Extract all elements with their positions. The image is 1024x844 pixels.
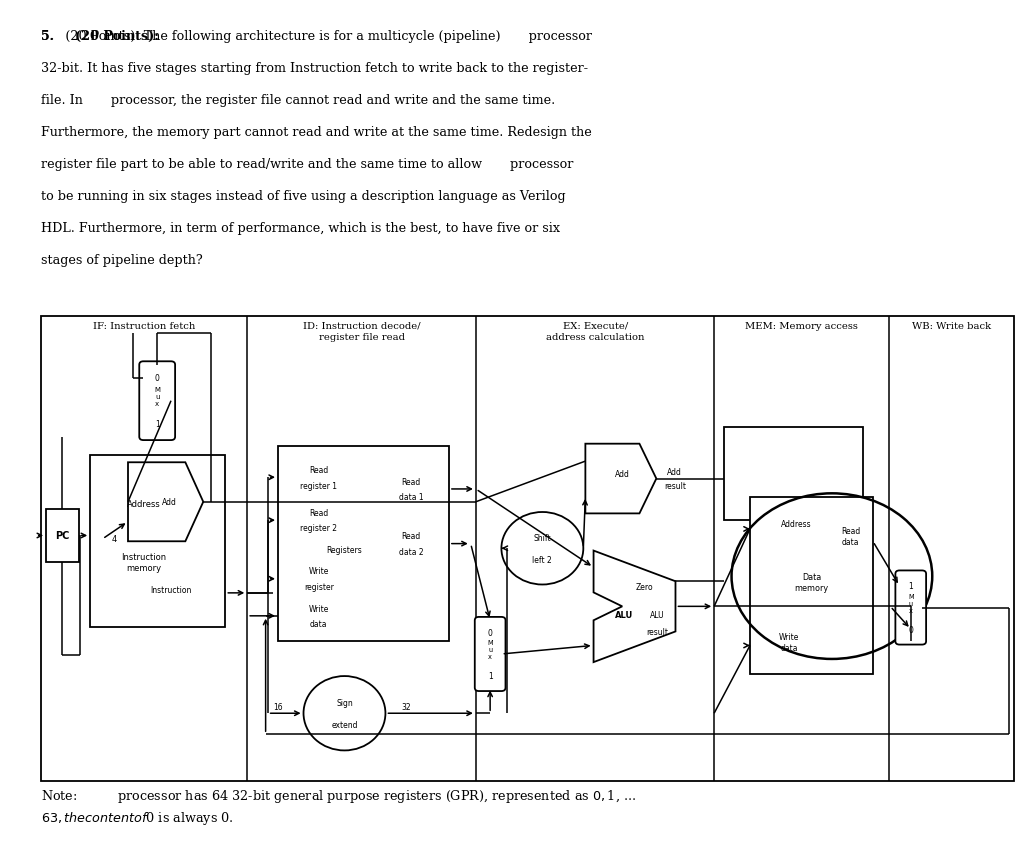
Text: 0: 0 <box>908 625 913 634</box>
Text: 5.: 5. <box>41 30 68 42</box>
Text: stages of pipeline depth?: stages of pipeline depth? <box>41 254 203 267</box>
Bar <box>41 316 1014 781</box>
Text: $63, the content of $0 is always 0.: $63, the content of $0 is always 0. <box>41 809 233 825</box>
Text: 32-bit. It has five stages starting from Instruction fetch to write back to the : 32-bit. It has five stages starting from… <box>41 62 588 74</box>
Text: Shift: Shift <box>534 533 551 542</box>
Text: data: data <box>310 619 328 629</box>
Text: ID: Instruction decode/
register file read: ID: Instruction decode/ register file re… <box>303 322 421 342</box>
Text: HDL. Furthermore, in term of performance, which is the best, to have five or six: HDL. Furthermore, in term of performance… <box>41 222 560 235</box>
Text: 4: 4 <box>112 535 118 544</box>
Bar <box>90 456 225 628</box>
Text: Read: Read <box>309 508 329 517</box>
Text: data 1: data 1 <box>399 493 424 501</box>
Text: Add: Add <box>162 498 176 506</box>
Text: Write: Write <box>308 603 329 613</box>
Bar <box>46 509 79 562</box>
Text: Instruction
memory: Instruction memory <box>122 553 167 572</box>
Text: Note:          processor has 64 32-bit general purpose registers (GPR), represen: Note: processor has 64 32-bit general pu… <box>41 787 636 803</box>
Text: 32: 32 <box>401 702 411 711</box>
Text: 1: 1 <box>908 582 913 591</box>
Text: result: result <box>664 481 686 490</box>
Text: M
u
x: M u x <box>487 640 493 659</box>
FancyBboxPatch shape <box>475 617 506 691</box>
Text: Read: Read <box>309 465 329 474</box>
Bar <box>750 497 872 674</box>
Text: to be running in six stages instead of five using a description language as Veri: to be running in six stages instead of f… <box>41 190 565 203</box>
Text: Write
data: Write data <box>779 632 800 652</box>
Text: left 2: left 2 <box>532 555 552 564</box>
Text: 1: 1 <box>155 419 160 429</box>
Text: Address: Address <box>127 500 161 508</box>
Ellipse shape <box>502 512 584 585</box>
Polygon shape <box>594 551 676 663</box>
Text: 0: 0 <box>155 374 160 382</box>
FancyBboxPatch shape <box>139 362 175 441</box>
Text: register: register <box>304 582 334 592</box>
Text: Data
memory: Data memory <box>795 572 828 592</box>
Bar <box>724 428 862 521</box>
Text: 0: 0 <box>487 628 493 637</box>
Text: Read: Read <box>401 477 421 486</box>
FancyBboxPatch shape <box>895 571 926 645</box>
Text: extend: extend <box>331 720 357 729</box>
Text: (20 Points):: (20 Points): <box>75 30 159 42</box>
Text: Add: Add <box>668 468 682 477</box>
Text: Registers: Registers <box>327 545 362 555</box>
Text: M
u
x: M u x <box>155 387 160 406</box>
Text: data 2: data 2 <box>399 547 424 556</box>
Text: file. In       processor, the register file cannot read and write and the same t: file. In processor, the register file ca… <box>41 94 555 106</box>
Text: 1: 1 <box>487 671 493 680</box>
Text: WB: Write back: WB: Write back <box>912 322 991 331</box>
Text: EX: Execute/
address calculation: EX: Execute/ address calculation <box>546 322 645 342</box>
Text: Instruction: Instruction <box>151 585 191 594</box>
Text: Sign: Sign <box>336 698 353 706</box>
Text: Add: Add <box>614 469 630 479</box>
Text: Read: Read <box>401 532 421 541</box>
Text: result: result <box>646 627 668 636</box>
Bar <box>278 446 449 641</box>
Text: Furthermore, the memory part cannot read and write at the same time. Redesign th: Furthermore, the memory part cannot read… <box>41 126 592 138</box>
Polygon shape <box>128 463 203 542</box>
Text: register 1: register 1 <box>300 481 337 490</box>
Text: register file part to be able to read/write and the same time to allow       pro: register file part to be able to read/wr… <box>41 158 573 170</box>
Text: ALU: ALU <box>650 610 665 619</box>
Text: Write: Write <box>308 567 329 576</box>
Ellipse shape <box>303 676 385 750</box>
Polygon shape <box>586 444 656 514</box>
Text: 16: 16 <box>273 702 283 711</box>
Text: ALU: ALU <box>615 610 634 619</box>
Text: register 2: register 2 <box>300 524 337 533</box>
Text: MEM: Memory access: MEM: Memory access <box>745 322 858 331</box>
Text: M
u
x: M u x <box>908 593 913 613</box>
Text: Read
data: Read data <box>841 527 860 546</box>
Text: PC: PC <box>55 531 70 541</box>
Text: IF: Instruction fetch: IF: Instruction fetch <box>93 322 196 331</box>
Text: Zero: Zero <box>636 582 653 592</box>
Text: Address: Address <box>781 520 812 528</box>
Text: 5.   (20 Points): The following architecture is for a multicycle (pipeline)     : 5. (20 Points): The following architectu… <box>41 30 592 42</box>
